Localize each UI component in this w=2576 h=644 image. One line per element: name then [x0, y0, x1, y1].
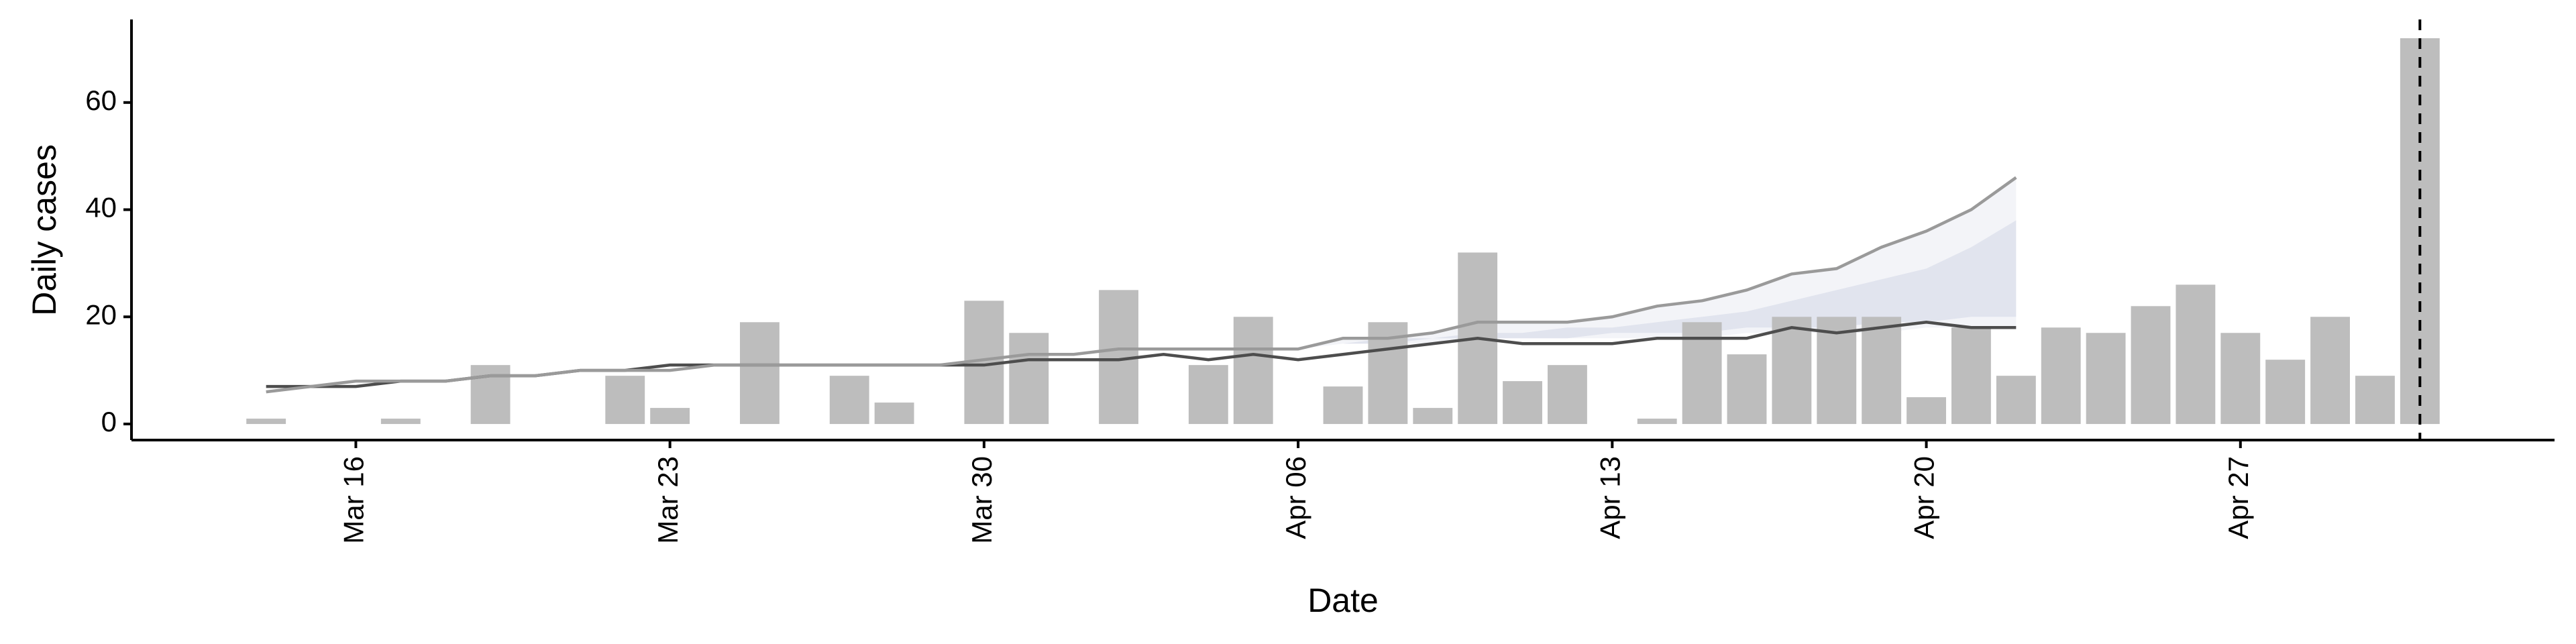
bar [1907, 397, 1946, 425]
line [266, 176, 2017, 394]
x-tick-label: Apr 20 [1909, 456, 1940, 539]
bar [1772, 317, 1812, 425]
y-tick-label: 40 [85, 192, 117, 223]
bar [1188, 365, 1228, 425]
bar [874, 402, 914, 425]
bar [650, 408, 690, 425]
bar [2041, 327, 2081, 425]
bar [740, 322, 780, 425]
y-tick-label: 0 [101, 406, 117, 437]
bar [2176, 284, 2216, 425]
bar [1637, 419, 1677, 425]
x-tick-label: Mar 23 [652, 456, 684, 544]
y-axis-title: Daily cases [25, 144, 63, 316]
bar [1862, 317, 1902, 425]
x-tick-label: Apr 27 [2222, 456, 2254, 539]
bar [1413, 408, 1453, 425]
bar [2265, 360, 2306, 425]
bar [470, 365, 511, 425]
bar [1817, 317, 1857, 425]
x-axis-title: Date [1307, 582, 1379, 619]
bar [605, 376, 645, 425]
bar [1548, 365, 1587, 425]
bar [1503, 381, 1542, 425]
x-tick-label: Mar 30 [966, 456, 998, 544]
bar [2131, 306, 2171, 425]
forecast-band [1298, 220, 2017, 350]
bar [1323, 386, 1363, 425]
bar [246, 419, 286, 425]
bar [1951, 327, 1991, 425]
bar [1009, 333, 1049, 425]
bar [2310, 317, 2350, 425]
bar [1233, 317, 1273, 425]
y-tick-label: 20 [85, 299, 117, 330]
bar [2086, 333, 2126, 425]
bar [1727, 354, 1767, 425]
bar [2220, 333, 2261, 425]
x-tick-label: Mar 16 [338, 456, 370, 544]
y-tick-label: 60 [85, 85, 117, 116]
bar [380, 419, 421, 425]
x-tick-label: Apr 06 [1280, 456, 1311, 539]
bar [829, 376, 869, 425]
bar [1996, 376, 2036, 425]
bar [2355, 376, 2395, 425]
x-tick-label: Apr 13 [1594, 456, 1625, 539]
